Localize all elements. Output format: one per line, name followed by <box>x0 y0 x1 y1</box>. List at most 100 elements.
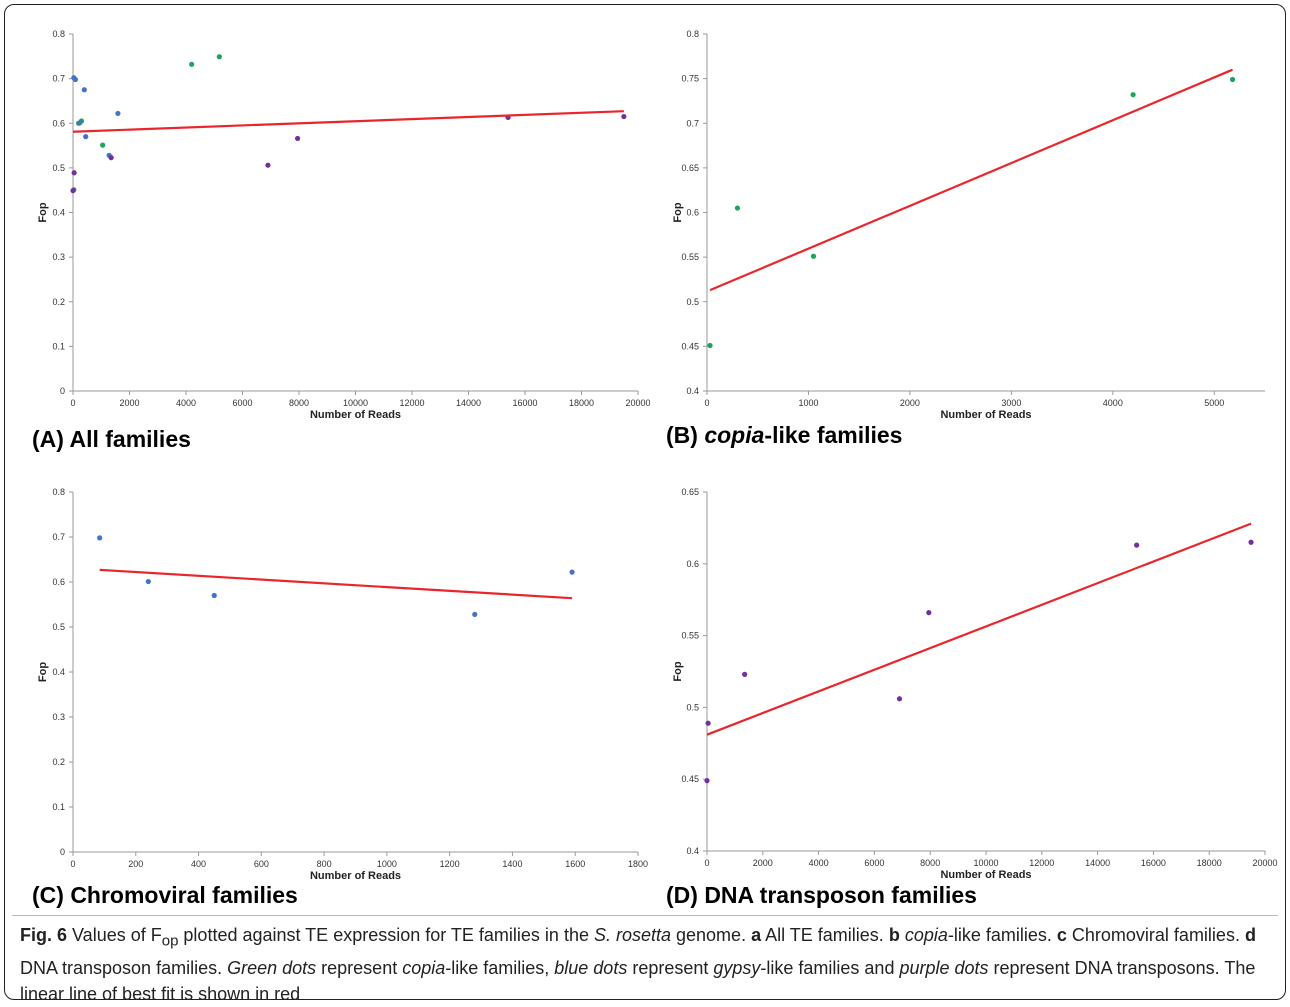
chart-dna-transposon-families: 0.4 0.45 0.5 0.55 0.6 0.65 0 2000 4000 6000 8000 10… <box>672 487 1278 881</box>
x-tick-label: 1800 <box>628 859 648 869</box>
y-tick-label: 0.7 <box>52 74 65 84</box>
y-tick-label: 0.4 <box>52 208 65 218</box>
data-point-gypsy <box>83 134 89 140</box>
y-tick-label: 0.2 <box>52 297 65 307</box>
panel-title-a: (A) All families <box>32 426 191 452</box>
x-tick-label: 5000 <box>1204 398 1224 408</box>
panel-title-c: (C) Chromoviral families <box>32 882 298 908</box>
x-tick-label: 6000 <box>232 398 252 408</box>
y-tick-label: 0.3 <box>52 252 65 262</box>
x-tick-label: 0 <box>704 858 709 868</box>
y-tick-label: 0 <box>60 386 65 396</box>
y-tick-label: 0.5 <box>52 163 65 173</box>
x-tick-label: 12000 <box>1029 858 1054 868</box>
best-fit-line <box>72 110 624 133</box>
data-point-gypsy <box>97 535 103 541</box>
data-point-gypsy <box>211 592 217 599</box>
x-tick-label: 1000 <box>798 398 818 408</box>
data-point-gypsy <box>472 611 478 617</box>
y-tick-label: 0.75 <box>681 74 699 84</box>
x-axis-label: Number of Reads <box>940 869 1031 881</box>
x-tick-label: 16000 <box>1141 858 1166 868</box>
best-fit-line <box>706 522 1252 736</box>
figure-caption: Fig. 6 Values of Fop plotted against TE … <box>20 925 1256 1004</box>
data-point-copia <box>707 342 713 349</box>
y-tick-label: 0.7 <box>686 118 699 128</box>
x-tick-label: 1600 <box>565 859 585 869</box>
y-tick-label: 0.65 <box>681 487 699 497</box>
x-tick-label: 0 <box>704 398 709 408</box>
x-tick-label: 14000 <box>1085 858 1110 868</box>
y-axis-label: Fop <box>672 661 684 681</box>
y-tick-label: 0.6 <box>686 559 699 569</box>
chart-all-families: 0 0.1 0.2 0.3 0.4 0.5 0.6 0.7 0.8 0 2000 4000 6000 80… <box>37 29 650 421</box>
data-point-gypsy <box>77 120 83 126</box>
x-tick-label: 8000 <box>289 398 309 408</box>
y-tick-label: 0.55 <box>681 631 699 641</box>
y-tick-label: 0.5 <box>686 702 699 712</box>
y-tick-label: 0.55 <box>681 252 699 262</box>
y-tick-label: 0.8 <box>686 29 699 39</box>
data-point-dna <box>926 610 932 616</box>
caption-fig-label: Fig. 6 <box>20 925 68 945</box>
y-axis-label: Fop <box>672 202 684 222</box>
y-tick-label: 0.45 <box>681 774 699 784</box>
x-tick-label: 10000 <box>343 398 368 408</box>
data-point-copia <box>1130 92 1136 98</box>
x-tick-label: 4000 <box>1103 398 1123 408</box>
x-axis-label: Number of Reads <box>310 409 401 421</box>
x-tick-label: 4000 <box>809 858 829 868</box>
chart-chromoviral-families: 0 0.1 0.2 0.3 0.4 0.5 0.6 0.7 0.8 0 200 400 600 800 10… <box>37 487 648 882</box>
data-point-dna <box>1248 539 1254 545</box>
x-tick-label: 1000 <box>377 859 397 869</box>
y-tick-label: 0.8 <box>52 487 65 497</box>
y-tick-label: 0.4 <box>52 667 65 677</box>
x-tick-label: 6000 <box>864 858 884 868</box>
panel-title-d: (D) DNA transposon families <box>666 882 977 908</box>
x-tick-label: 2000 <box>119 398 139 408</box>
x-tick-label: 200 <box>128 859 143 869</box>
y-tick-label: 0.65 <box>681 163 699 173</box>
y-tick-label: 0.1 <box>52 802 65 812</box>
x-tick-label: 12000 <box>399 398 424 408</box>
panel-title-b: (B) copia-like families <box>666 422 903 448</box>
y-tick-label: 0.7 <box>52 532 65 542</box>
y-tick-label: 0.4 <box>686 386 699 396</box>
x-axis-label: Number of Reads <box>940 409 1031 421</box>
x-tick-label: 800 <box>317 859 332 869</box>
caption-divider <box>12 915 1278 916</box>
x-tick-label: 600 <box>254 859 269 869</box>
x-tick-label: 3000 <box>1001 398 1021 408</box>
data-point-dna <box>896 696 903 702</box>
x-tick-label: 2000 <box>900 398 920 408</box>
data-point-dna <box>71 170 77 176</box>
y-tick-label: 0.5 <box>686 297 699 307</box>
data-point-dna <box>742 671 748 677</box>
x-tick-label: 14000 <box>456 398 481 408</box>
y-tick-label: 0.2 <box>52 757 65 767</box>
data-point-copia <box>734 205 741 211</box>
data-point-copia <box>189 61 195 67</box>
data-point-dna <box>621 113 627 120</box>
data-point-gypsy <box>115 110 121 117</box>
x-tick-label: 20000 <box>1252 858 1277 868</box>
data-point-dna <box>705 720 711 726</box>
data-point-copia <box>216 54 222 60</box>
best-fit-line <box>709 68 1233 292</box>
data-point-dna <box>704 778 710 784</box>
x-tick-label: 20000 <box>625 398 650 408</box>
data-point-dna <box>1134 542 1140 548</box>
data-point-copia <box>1229 76 1236 83</box>
x-tick-label: 18000 <box>569 398 594 408</box>
y-tick-label: 0.5 <box>52 622 65 632</box>
x-tick-label: 0 <box>70 398 75 408</box>
y-tick-label: 0 <box>60 847 65 857</box>
data-point-gypsy <box>81 87 87 93</box>
y-tick-label: 0.6 <box>686 208 699 218</box>
y-tick-label: 0.1 <box>52 341 65 351</box>
y-axis-label: Fop <box>37 202 49 222</box>
x-tick-label: 10000 <box>973 858 998 868</box>
y-tick-label: 0.8 <box>52 29 65 39</box>
data-point-dna <box>265 162 271 168</box>
x-tick-label: 18000 <box>1197 858 1222 868</box>
